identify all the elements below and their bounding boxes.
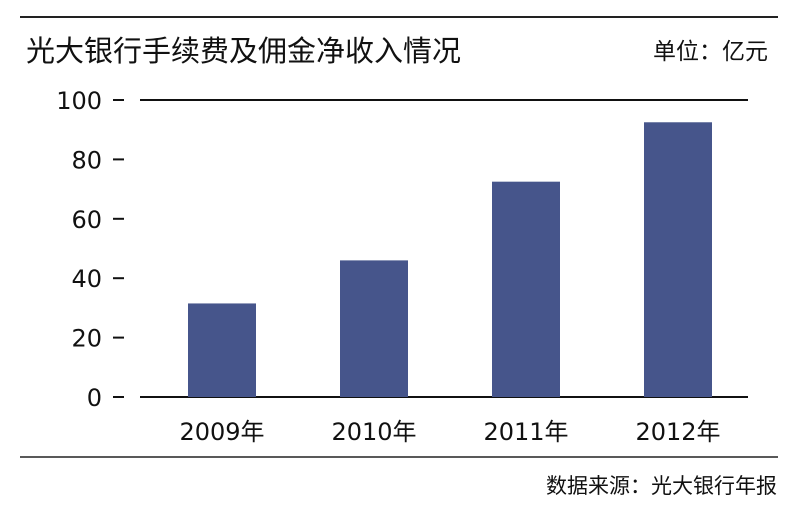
x-tick-label: 2011年 — [483, 418, 568, 446]
y-tick-label: 0 — [87, 384, 102, 412]
x-tick-label: 2012年 — [635, 418, 720, 446]
bar — [340, 260, 408, 397]
bars — [188, 122, 712, 398]
bar — [492, 181, 560, 397]
chart-title: 光大银行手续费及佣金净收入情况 — [26, 34, 461, 68]
x-tick-label: 2009年 — [179, 418, 264, 446]
y-tick-label: 80 — [71, 146, 102, 174]
y-tick-label: 60 — [71, 206, 102, 234]
bar — [188, 303, 256, 397]
y-axis: 0 20 40 60 80 100 — [56, 87, 124, 412]
y-tick-label: 20 — [71, 325, 102, 353]
bar — [644, 122, 712, 398]
y-tick-label: 100 — [56, 87, 102, 115]
x-axis-labels: 2009年 2010年 2011年 2012年 — [179, 418, 720, 446]
x-tick-label: 2010年 — [331, 418, 416, 446]
unit-label: 单位：亿元 — [653, 39, 768, 65]
y-tick-label: 40 — [71, 265, 102, 293]
source-note: 数据来源：光大银行年报 — [546, 474, 777, 498]
